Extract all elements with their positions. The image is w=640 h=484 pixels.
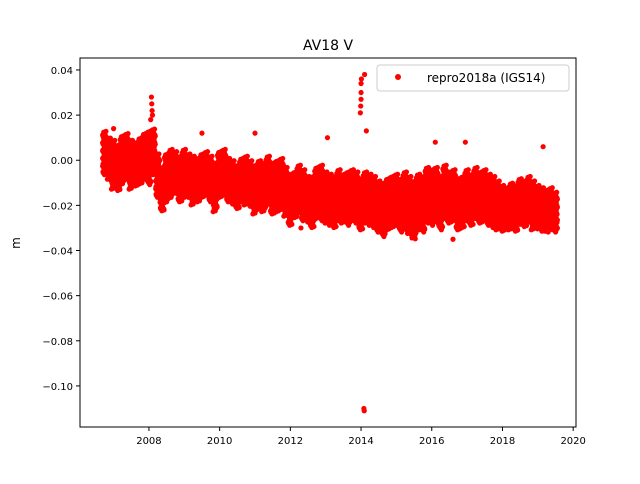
data-point: [103, 128, 109, 134]
chart-title: AV18 V: [303, 38, 354, 54]
data-point: [117, 186, 123, 193]
data-point: [151, 126, 158, 132]
data-point: [297, 162, 303, 168]
data-point: [174, 149, 180, 155]
data-point: [152, 133, 158, 139]
data-point: [302, 167, 308, 173]
data-point: [112, 137, 118, 143]
data-point: [266, 153, 273, 159]
data-point: [236, 205, 242, 211]
data-point: [434, 164, 440, 171]
data-point: [422, 226, 428, 232]
data-point: [249, 158, 255, 164]
data-point: [360, 226, 366, 232]
y-axis-label: m: [9, 237, 23, 249]
data-point: [213, 205, 220, 211]
data-point: [372, 173, 379, 180]
data-point: [209, 153, 215, 159]
data-point: [403, 169, 410, 175]
data-point: [157, 158, 163, 164]
data-point: [319, 162, 326, 168]
data-point: [412, 236, 418, 242]
data-point: [395, 171, 401, 177]
data-point: [408, 173, 414, 180]
data-point: [148, 179, 154, 185]
data-point: [161, 207, 167, 213]
data-point: [280, 155, 286, 162]
data-point: [204, 149, 211, 155]
data-point: [152, 141, 158, 148]
data-points: [100, 71, 560, 414]
data-point: [244, 153, 250, 159]
data-point: [333, 223, 339, 230]
data-point: [284, 164, 290, 171]
data-point: [231, 158, 237, 164]
data-point: [125, 131, 131, 137]
data-point: [156, 151, 162, 157]
data-point: [182, 146, 189, 153]
data-point: [337, 167, 343, 173]
data-point: [311, 223, 317, 230]
data-point: [289, 221, 295, 227]
data-point: [355, 169, 361, 175]
data-point: [222, 146, 228, 153]
